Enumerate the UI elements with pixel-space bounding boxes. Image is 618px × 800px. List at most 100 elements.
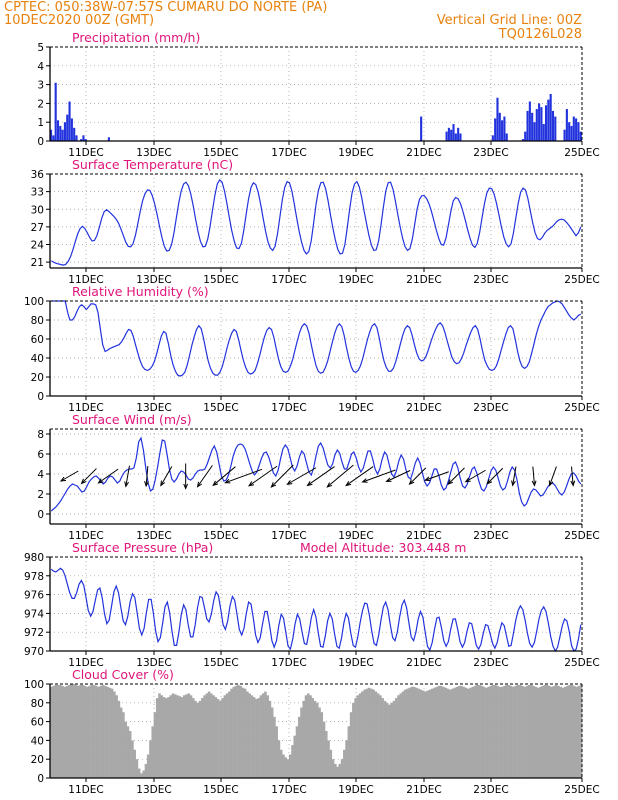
- cloud-bar: [505, 684, 508, 778]
- cloud-bar: [52, 685, 55, 778]
- cloud-bar: [496, 685, 499, 778]
- cloud-bar: [119, 707, 123, 778]
- precip-bar: [535, 109, 538, 141]
- cloud-bar: [358, 693, 362, 778]
- x-tick-label: 13DEC: [136, 402, 171, 414]
- cloud-bar: [88, 685, 91, 778]
- x-tick-label: 23DEC: [473, 274, 508, 286]
- x-tick-label: 25DEC: [564, 147, 599, 159]
- x-tick-label: 13DEC: [136, 530, 171, 542]
- x-tick-label: 11DEC: [68, 274, 103, 286]
- cloud-bar: [408, 687, 411, 778]
- cloud-bar: [376, 693, 380, 778]
- cloud-bar: [187, 693, 191, 778]
- cloud-bar: [279, 749, 283, 778]
- y-tick-label: 1: [37, 117, 44, 129]
- y-tick-label: 2: [37, 489, 44, 501]
- y-tick-label: 4: [37, 469, 44, 481]
- cloud-bar: [205, 693, 209, 778]
- cloud-bar: [171, 693, 175, 778]
- wind-arrow-head: [424, 476, 431, 482]
- cloud-bar: [381, 698, 384, 778]
- panel-title: Cloud Cover (%): [72, 667, 174, 682]
- cloud-bar: [507, 684, 511, 778]
- x-tick-label: 15DEC: [203, 402, 238, 414]
- cloud-bar: [521, 685, 524, 778]
- y-tick-label: 27: [31, 222, 44, 234]
- wind-arrow: [197, 465, 213, 487]
- y-tick-label: 0: [37, 136, 44, 148]
- cloud-bar: [433, 687, 436, 778]
- y-tick-label: 60: [31, 334, 44, 346]
- cloud-bar: [397, 695, 400, 778]
- cloud-bar: [575, 686, 578, 778]
- wind-arrow-head: [160, 480, 166, 487]
- wind-arrow-head: [59, 476, 67, 482]
- y-tick-label: 80: [31, 315, 44, 327]
- cloud-bar: [106, 686, 109, 778]
- cloud-bar: [74, 684, 78, 778]
- cloud-bar: [550, 686, 553, 778]
- wind-arrow-head: [548, 480, 554, 487]
- cloud-bar: [284, 757, 287, 778]
- wind-arrow-head: [570, 480, 576, 487]
- cloud-bar: [194, 700, 197, 778]
- wind-arrow-head: [326, 482, 333, 488]
- cloud-bar: [331, 759, 335, 778]
- wind-arrow-head: [345, 480, 352, 487]
- cloud-bar: [286, 759, 290, 778]
- y-tick-label: 976: [24, 590, 44, 602]
- cloud-bar: [146, 754, 150, 778]
- y-tick-label: 33: [31, 187, 44, 199]
- cloud-bar: [568, 684, 572, 778]
- cloud-bar: [543, 684, 547, 778]
- y-tick-label: 20: [31, 754, 44, 766]
- precip-bar: [528, 101, 531, 141]
- x-tick-label: 19DEC: [338, 784, 373, 796]
- cloud-bar: [446, 688, 450, 778]
- panel-title: Surface Pressure (hPa): [72, 540, 213, 555]
- cloud-bar: [304, 695, 308, 778]
- cloud-bar: [383, 700, 387, 778]
- cloud-bar: [158, 693, 161, 778]
- cloud-bar: [390, 702, 393, 778]
- cloud-bar: [282, 754, 285, 778]
- wind-arrow: [486, 467, 504, 485]
- wind-arrow: [465, 469, 486, 483]
- cloud-bar: [534, 686, 538, 778]
- cloud-bar: [579, 684, 583, 778]
- precip-bar: [579, 131, 582, 141]
- x-tick-label: 23DEC: [473, 402, 508, 414]
- cloud-bar: [318, 707, 321, 778]
- cloud-bar: [469, 687, 472, 778]
- y-tick-label: 970: [24, 646, 44, 658]
- cloud-bar: [419, 689, 423, 778]
- cloud-bar: [561, 687, 565, 778]
- x-tick-label: 25DEC: [564, 274, 599, 286]
- cloud-bar: [86, 686, 89, 778]
- cloud-bar: [329, 749, 333, 778]
- cloud-bar: [178, 696, 182, 778]
- cloud-bar: [212, 695, 215, 778]
- cloud-bar: [336, 766, 339, 778]
- precip-bar: [491, 135, 494, 141]
- x-tick-label: 21DEC: [406, 274, 441, 286]
- cloud-bar: [160, 695, 164, 778]
- cloud-bar: [196, 702, 200, 778]
- y-tick-label: 5: [37, 42, 44, 54]
- cloud-bar: [327, 740, 330, 778]
- cloud-bar: [59, 684, 62, 778]
- precip-bar: [84, 139, 87, 141]
- x-tick-label: 21DEC: [406, 147, 441, 159]
- cloud-bar: [169, 695, 173, 778]
- cloud-bar: [345, 740, 348, 778]
- wind-arrow: [160, 466, 173, 486]
- cloud-bar: [527, 684, 531, 778]
- cloud-bar: [476, 684, 479, 778]
- cloud-bar: [403, 689, 407, 778]
- cloud-bar: [415, 687, 418, 778]
- cloud-bar: [54, 684, 58, 778]
- header-station-line: CPTEC: 050:38W-07:57S CUMARU DO NORTE (P…: [4, 0, 328, 15]
- precip-bar: [505, 133, 508, 141]
